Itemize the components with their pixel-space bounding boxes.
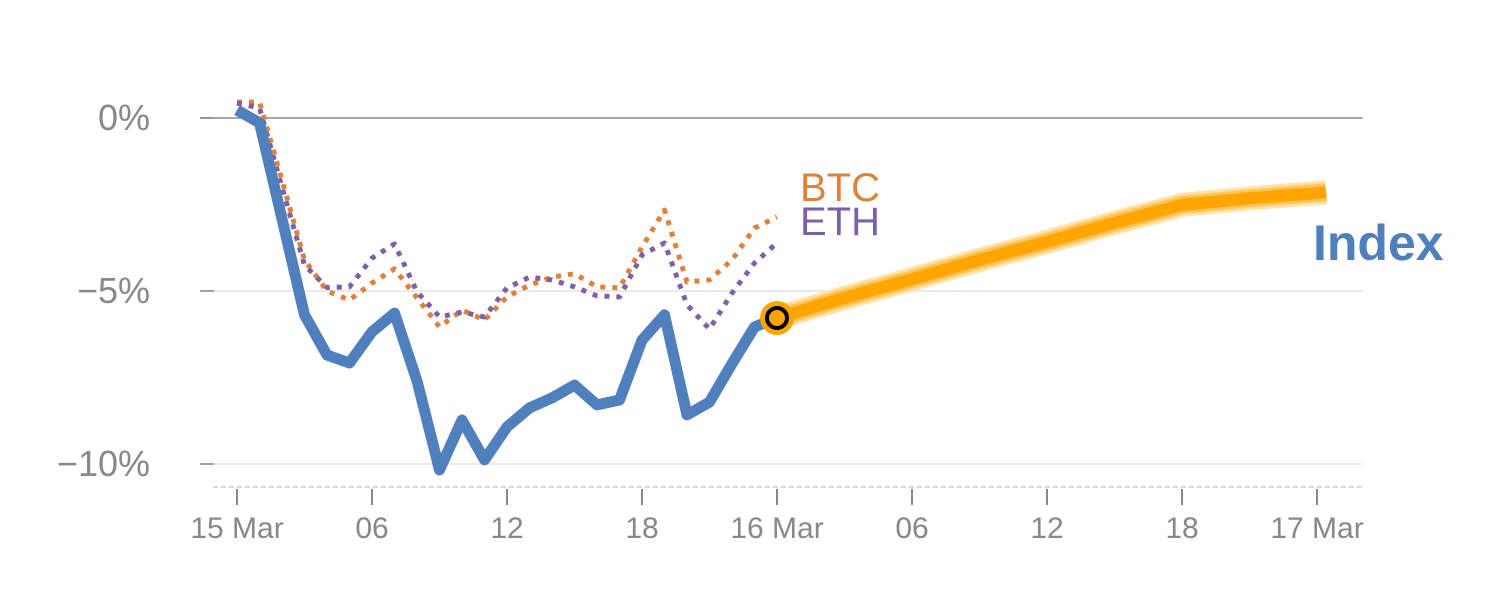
x-tick-label: 12 — [1030, 512, 1063, 545]
eth-series-label: ETH — [800, 200, 880, 244]
btc-series-label: BTC — [800, 166, 880, 210]
x-tick-label: 16 Mar — [730, 512, 823, 545]
x-tick-label: 06 — [895, 512, 928, 545]
index-series-label: Index — [1313, 215, 1444, 271]
y-tick-label: −5% — [77, 270, 150, 311]
gridlines — [200, 117, 1363, 465]
eth-line — [236, 100, 779, 332]
x-tick-label: 18 — [625, 512, 658, 545]
x-axis: 15 Mar 06 12 18 16 Mar 06 12 18 17 Mar — [190, 486, 1365, 545]
series-lines — [234, 99, 1329, 476]
x-tick-label: 18 — [1165, 512, 1198, 545]
x-tick-label: 17 Mar — [1270, 512, 1363, 545]
x-tick-label: 06 — [355, 512, 388, 545]
y-axis: 0% −5% −10% — [57, 97, 214, 484]
btc-line — [237, 99, 779, 330]
y-tick-label: 0% — [98, 97, 150, 138]
index-line — [234, 105, 780, 476]
current-point-ring — [765, 305, 789, 330]
x-tick-label: 15 Mar — [190, 512, 283, 545]
x-tick-label: 12 — [490, 512, 523, 545]
forecast-line — [775, 186, 1327, 324]
y-tick-label: −10% — [57, 443, 150, 484]
